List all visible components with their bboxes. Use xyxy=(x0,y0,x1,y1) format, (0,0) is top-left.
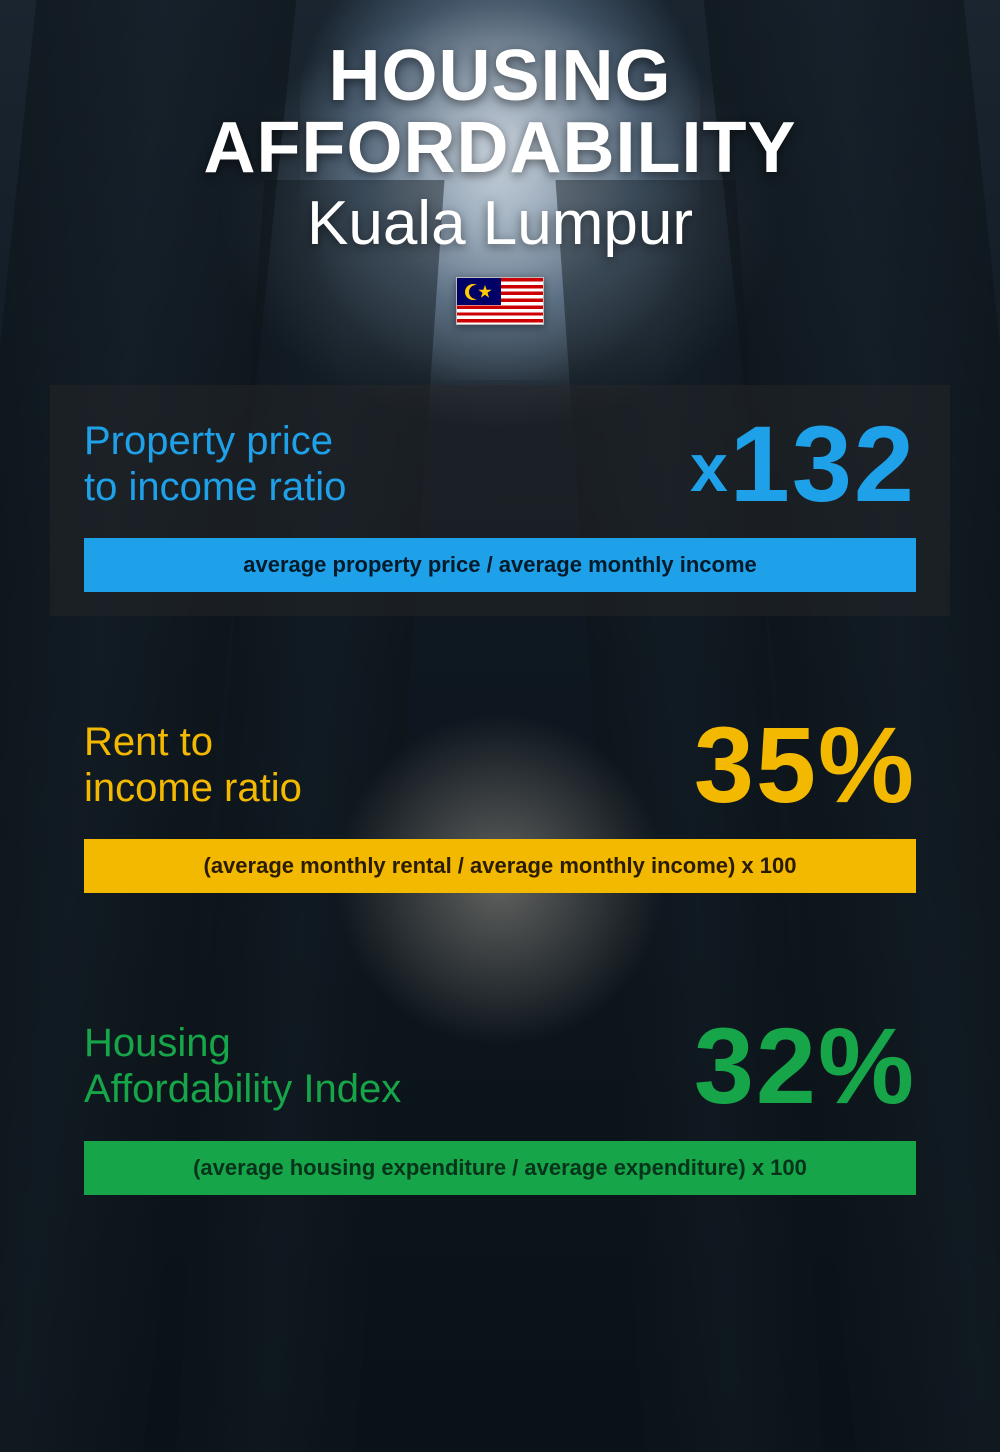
metric-label-line: Affordability Index xyxy=(84,1067,401,1111)
metric-value: 32% xyxy=(694,1017,916,1114)
metric-panel-property-price: Property price to income ratio x132 aver… xyxy=(50,385,950,616)
page-subtitle: Kuala Lumpur xyxy=(50,188,950,259)
metric-label-line: Property price xyxy=(84,419,333,463)
metric-value: x132 xyxy=(690,415,916,512)
metric-label-line: to income ratio xyxy=(84,465,346,509)
metric-formula: (average housing expenditure / average e… xyxy=(84,1141,916,1195)
metric-row: Property price to income ratio x132 xyxy=(84,415,916,512)
metric-label: Housing Affordability Index xyxy=(84,1020,401,1112)
metric-row: Rent to income ratio 35% xyxy=(84,716,916,813)
infographic-page: HOUSING AFFORDABILITY Kuala Lumpur Prope… xyxy=(0,0,1000,1452)
metric-label-line: Housing xyxy=(84,1021,231,1065)
metric-label-line: income ratio xyxy=(84,766,302,810)
content-column: HOUSING AFFORDABILITY Kuala Lumpur Prope… xyxy=(0,0,1000,1452)
metric-value-number: 35% xyxy=(694,704,916,825)
metric-value: 35% xyxy=(694,716,916,813)
metric-value-prefix: x xyxy=(690,430,730,506)
metric-panel-rent-to-income: Rent to income ratio 35% (average monthl… xyxy=(50,686,950,917)
metric-label: Rent to income ratio xyxy=(84,719,302,811)
metric-label: Property price to income ratio xyxy=(84,418,346,510)
flag-canton xyxy=(457,278,501,305)
metric-value-number: 132 xyxy=(730,403,916,524)
metric-row: Housing Affordability Index 32% xyxy=(84,1017,916,1114)
metric-formula: average property price / average monthly… xyxy=(84,538,916,592)
metric-value-number: 32% xyxy=(694,1005,916,1126)
metric-formula: (average monthly rental / average monthl… xyxy=(84,839,916,893)
page-title: HOUSING AFFORDABILITY xyxy=(50,40,950,184)
malaysia-flag-icon xyxy=(456,277,544,325)
metric-label-line: Rent to xyxy=(84,720,213,764)
metric-panel-affordability-index: Housing Affordability Index 32% (average… xyxy=(50,987,950,1218)
